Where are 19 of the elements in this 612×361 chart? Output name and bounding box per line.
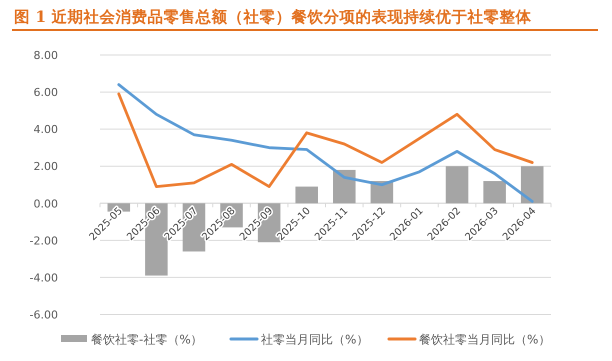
y-tick-label: 4.00 (34, 123, 58, 136)
bar (295, 186, 318, 204)
y-tick-label: 8.00 (34, 49, 58, 62)
y-tick-label: -6.00 (30, 308, 58, 322)
y-tick-label: -2.00 (30, 234, 58, 248)
bar (483, 181, 506, 204)
line-series (117, 83, 534, 203)
line-series (117, 92, 534, 188)
bar (446, 166, 468, 204)
y-tick-label: 2.00 (34, 160, 58, 174)
y-tick-label: -4.00 (30, 271, 58, 284)
chart-title: 图 1 近期社会消费品零售总额（社零）餐饮分项的表现持续优于社零整体 (14, 7, 533, 26)
bar (520, 166, 544, 204)
legend-label: 餐饮社零当月同比（%） (419, 332, 550, 346)
legend-label: 社零当月同比（%） (261, 332, 368, 346)
y-tick-label: 6.00 (34, 86, 58, 100)
y-tick-label: 0.00 (34, 197, 58, 210)
legend-label: 餐饮社零-社零（%） (91, 332, 203, 346)
bar (333, 170, 356, 204)
